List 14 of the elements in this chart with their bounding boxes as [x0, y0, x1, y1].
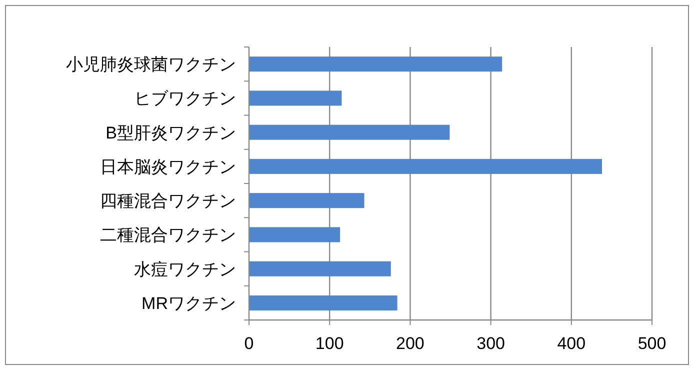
x-tick-label: 400 [557, 334, 586, 353]
y-tick-label: MRワクチン [142, 294, 236, 313]
x-tick-label: 500 [638, 334, 666, 353]
x-tick-label: 300 [476, 334, 505, 353]
y-tick-label: 二種混合ワクチン [100, 226, 236, 245]
x-tick-label: 200 [396, 334, 424, 353]
y-tick-label: 水痘ワクチン [134, 260, 236, 279]
y-tick-label: 四種混合ワクチン [100, 192, 236, 211]
x-tick-label: 100 [315, 334, 344, 353]
y-tick-label: 小児肺炎球菌ワクチン [66, 55, 236, 74]
x-tick-label: 0 [244, 334, 254, 353]
y-tick-label: 日本脳炎ワクチン [100, 157, 236, 176]
y-tick-label: B型肝炎ワクチン [106, 123, 236, 142]
y-tick-label: ヒブワクチン [134, 89, 236, 108]
